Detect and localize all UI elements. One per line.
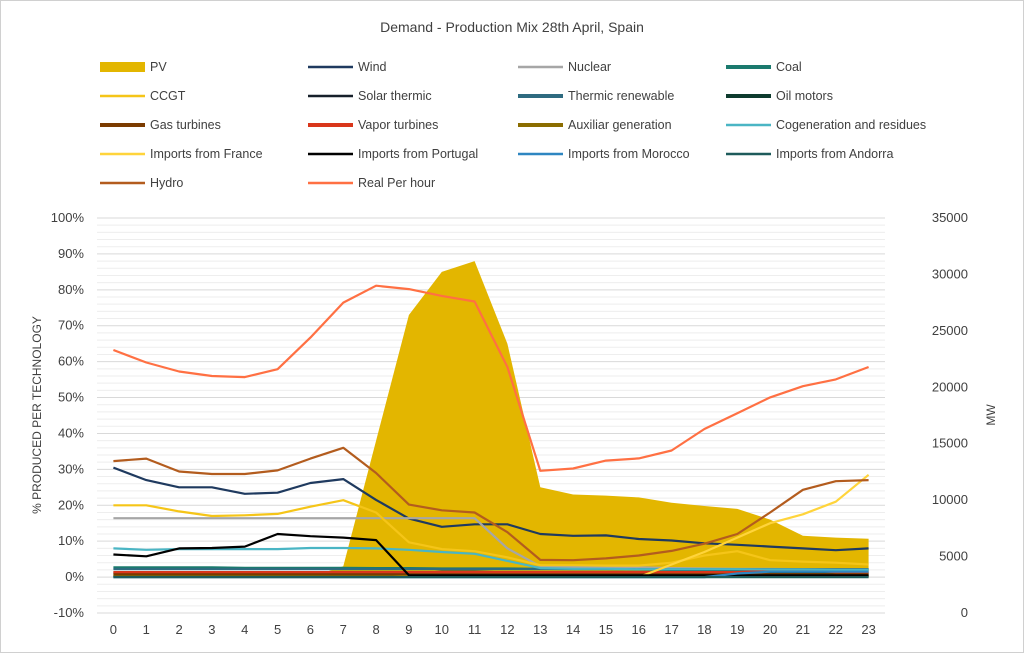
legend-item-real-per-hour: Real Per hour [308, 176, 435, 190]
y-tick-label: 20% [58, 497, 84, 512]
y2-axis-label: MW [984, 404, 998, 426]
x-tick-label: 2 [175, 622, 182, 637]
series-line-imports-from-france [638, 473, 870, 579]
y-tick-label: 100% [51, 210, 85, 225]
legend-label: Coal [776, 60, 802, 74]
x-tick-label: 3 [208, 622, 215, 637]
x-tick-label: 10 [435, 622, 449, 637]
legend-label: Imports from Portugal [358, 147, 478, 161]
series-line-hydro [113, 446, 869, 562]
x-tick-label: 22 [829, 622, 843, 637]
legend-item-imports-from-portugal: Imports from Portugal [308, 147, 478, 161]
x-tick-label: 14 [566, 622, 580, 637]
series-line-imports-from-portugal [113, 532, 869, 577]
x-tick-label: 0 [110, 622, 117, 637]
x-tick-label: 8 [372, 622, 379, 637]
y-tick-label: 30% [58, 461, 84, 476]
legend-item-thermic-renewable: Thermic renewable [518, 89, 674, 103]
legend-label: CCGT [150, 89, 186, 103]
y-tick-label: 60% [58, 354, 84, 369]
legend-label: Imports from Andorra [776, 147, 893, 161]
series-line-cogeneration-and-residues [113, 546, 869, 571]
y2-tick-label: 15000 [932, 436, 968, 451]
x-tick-label: 6 [307, 622, 314, 637]
y-tick-label: -10% [54, 605, 85, 620]
legend-label: Thermic renewable [568, 89, 674, 103]
x-tick-label: 9 [405, 622, 412, 637]
x-tick-label: 7 [340, 622, 347, 637]
x-tick-label: 13 [533, 622, 547, 637]
y-tick-label: 10% [58, 533, 84, 548]
chart-title: Demand - Production Mix 28th April, Spai… [380, 19, 644, 35]
y2-tick-label: 35000 [932, 210, 968, 225]
y2-tick-label: 20000 [932, 379, 968, 394]
y2-tick-label: 25000 [932, 323, 968, 338]
y-axis-right: 0 5000 10000 15000 20000 25000 30000 35000 [932, 210, 968, 620]
legend-item-imports-from-andorra: Imports from Andorra [726, 147, 893, 161]
x-tick-label: 19 [730, 622, 744, 637]
y2-tick-label: 5000 [939, 549, 968, 564]
x-tick-label: 1 [143, 622, 150, 637]
y2-tick-label: 10000 [932, 492, 968, 507]
series-line-real-per-hour [113, 284, 869, 472]
x-axis: 0 1 2 3 4 5 6 7 8 9 10 11 12 13 14 15 16 17 18 19 20 21 22 23 [110, 622, 876, 637]
series-line-ccgt [113, 499, 869, 567]
series-line-wind [113, 466, 869, 552]
x-tick-label: 12 [500, 622, 514, 637]
y-tick-label: 80% [58, 282, 84, 297]
x-tick-label: 18 [697, 622, 711, 637]
plot-area [113, 261, 870, 579]
legend-label: Wind [358, 60, 387, 74]
y-tick-label: 90% [58, 246, 84, 261]
legend-label: Solar thermic [358, 89, 432, 103]
legend-label: Imports from France [150, 147, 263, 161]
legend-label: Imports from Morocco [568, 147, 690, 161]
legend-item-gas-turbines: Gas turbines [100, 118, 221, 132]
legend-item-imports-from-france: Imports from France [100, 147, 263, 161]
legend-item-pv: PV [100, 60, 167, 74]
x-tick-label: 16 [632, 622, 646, 637]
legend-item-nuclear: Nuclear [518, 60, 611, 74]
y-axis-label: % PRODUCED PER TECHNOLOGY [30, 316, 44, 514]
legend-label: Oil motors [776, 89, 833, 103]
legend-label: Auxiliar generation [568, 118, 672, 132]
x-tick-label: 21 [796, 622, 810, 637]
legend-label: Gas turbines [150, 118, 221, 132]
legend-label: Cogeneration and residues [776, 118, 926, 132]
y-tick-label: 0% [65, 569, 84, 584]
legend-label: PV [150, 60, 167, 74]
legend-swatch [100, 62, 145, 72]
legend-item-oil-motors: Oil motors [726, 89, 833, 103]
y-axis-left: -10% 0% 10% 20% 30% 40% 50% 60% 70% 80% 90% 100% [51, 210, 85, 620]
y-tick-label: 50% [58, 390, 84, 405]
x-tick-label: 4 [241, 622, 248, 637]
legend-item-imports-from-morocco: Imports from Morocco [518, 147, 690, 161]
legend-item-vapor-turbines: Vapor turbines [308, 118, 438, 132]
legend-item-coal: Coal [726, 60, 802, 74]
legend-label: Real Per hour [358, 176, 435, 190]
x-tick-label: 17 [664, 622, 678, 637]
legend-item-solar-thermic: Solar thermic [308, 89, 432, 103]
legend-item-auxiliar-generation: Auxiliar generation [518, 118, 672, 132]
x-tick-label: 5 [274, 622, 281, 637]
x-tick-label: 15 [599, 622, 613, 637]
legend-label: Hydro [150, 176, 183, 190]
legend-item-wind: Wind [308, 60, 387, 74]
x-tick-label: 20 [763, 622, 777, 637]
legend-item-hydro: Hydro [100, 176, 183, 190]
y-tick-label: 40% [58, 425, 84, 440]
series-area-pv [113, 261, 869, 578]
series-line-vapor-turbines [113, 568, 869, 574]
y-tick-label: 70% [58, 318, 84, 333]
legend-label: Vapor turbines [358, 118, 438, 132]
legend: PV Wind Nuclear Coal CCGT Solar thermic Thermi… [100, 60, 926, 190]
x-tick-label: 11 [468, 622, 482, 637]
legend-label: Nuclear [568, 60, 611, 74]
legend-item-ccgt: CCGT [100, 89, 186, 103]
y2-tick-label: 30000 [932, 266, 968, 281]
x-tick-label: 23 [861, 622, 875, 637]
y2-tick-label: 0 [961, 605, 968, 620]
legend-item-cogeneration-and-residues: Cogeneration and residues [726, 118, 926, 132]
